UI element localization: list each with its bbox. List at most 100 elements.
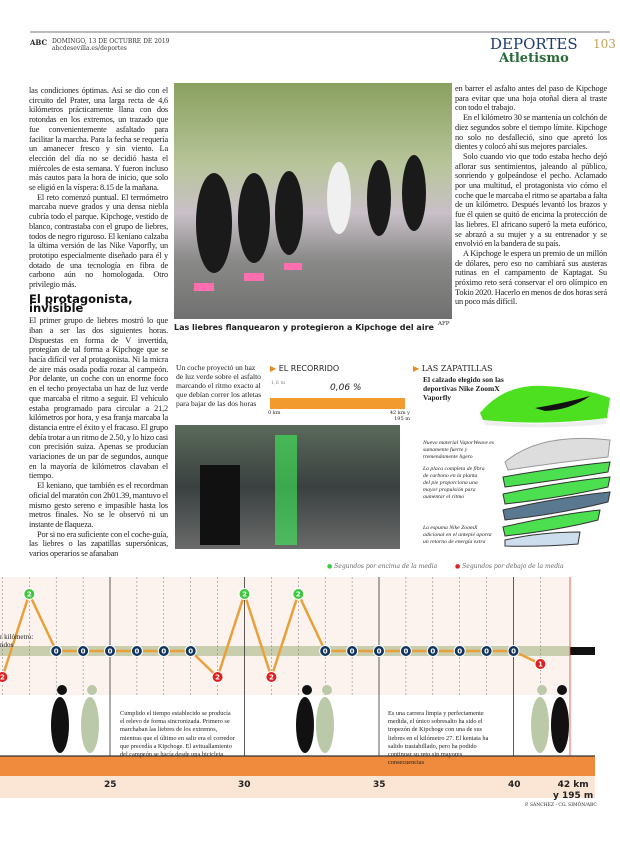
split-marker (265, 671, 278, 683)
runner-head (322, 685, 332, 695)
split-value: 2 (0, 674, 5, 682)
split-marker (373, 645, 385, 657)
runner-head (557, 685, 567, 695)
split-value: 0 (161, 648, 166, 656)
paragraph: El reto comenzó puntual. El termómetro m… (29, 192, 168, 290)
split-value: 0 (108, 648, 113, 656)
motorbike (200, 465, 240, 545)
km-tick: 30 (238, 780, 251, 790)
runner-silhouette (551, 697, 569, 753)
url[interactable]: abcdesevilla.es/deportes (52, 45, 127, 52)
runner-silhouette (316, 697, 334, 753)
subsection-title: Atletismo (499, 51, 569, 66)
split-marker (480, 645, 493, 657)
split-value: 2 (269, 674, 274, 682)
split-value: 2 (215, 674, 220, 682)
route-end: 42 km y 195 m (389, 410, 410, 422)
left-label-line: r kilómetro: (0, 633, 34, 641)
split-marker (292, 588, 305, 600)
finish-bar (570, 647, 595, 655)
main-photo (174, 83, 452, 319)
paragraph: Por si no era suficiente con el coche-gu… (29, 529, 168, 559)
km-tick: 25 (104, 780, 117, 790)
road-shade (0, 776, 595, 798)
legend-below-text: Segundos por debajo de la media (462, 563, 564, 570)
route-title: ▶ EL RECORRIDO (270, 364, 339, 373)
splits-chart: 2 2 0 0 0 0 0 0 2 2 2 2 0 0 0 0 0 0 0 0 1 (0, 577, 595, 798)
finish-line1: 42 km (557, 780, 589, 790)
split-marker (104, 645, 116, 657)
km-tick: 40 (508, 780, 521, 790)
photo-caption: Las liebres flanquearon y protegieron a … (174, 323, 434, 332)
shoe-note: La placa completa de fibra de carbono en… (423, 466, 485, 500)
red-marker-icon: ● (455, 563, 461, 570)
shoes-title: ▶ LAS ZAPATILLAS (413, 364, 493, 373)
chart-note: Cumplido el tiempo establecido se produc… (120, 710, 235, 759)
chart-note: Es una carrera limpia y perfectamente me… (388, 710, 489, 767)
subhead: El protagonista, invisible (29, 291, 133, 316)
runner-head (57, 685, 67, 695)
runner-head (537, 685, 547, 695)
split-value: 0 (377, 648, 382, 656)
brand: ABC (30, 38, 48, 47)
split-value: 0 (323, 648, 328, 656)
right-column: en barrer el asfalto antes del paso de K… (455, 84, 607, 307)
green-light-beam (275, 435, 297, 545)
car-text: Un coche proyectó un haz de luz verde so… (176, 363, 262, 408)
green-marker-icon: ● (327, 563, 333, 570)
split-marker (211, 671, 224, 683)
shoe-layers-diagram (500, 432, 615, 547)
split-value: 2 (27, 591, 32, 599)
split-value: 0 (81, 648, 86, 656)
split-value: 0 (54, 648, 59, 656)
shoes-title-text: LAS ZAPATILLAS (421, 364, 493, 373)
runner-head (87, 685, 97, 695)
shoes-subtitle: El calzado elegido son las deportivas Ni… (423, 375, 504, 402)
split-marker (238, 588, 251, 600)
section-title: DEPORTES (490, 35, 578, 53)
runner-silhouette (51, 697, 69, 753)
shoe-note: Nuevo material VaporWeave es sumamente f… (423, 440, 495, 460)
split-marker (507, 645, 520, 657)
header-rule (30, 31, 610, 33)
finish-label: 42 km y 195 m (553, 780, 593, 802)
paragraph: Solo cuando vio que todo estaba hecho de… (455, 151, 607, 249)
split-marker (399, 645, 412, 657)
split-marker (453, 645, 466, 657)
split-value: 0 (430, 648, 435, 656)
runners-illustration (194, 155, 426, 291)
split-marker (77, 645, 90, 657)
km-tick: 35 (373, 780, 386, 790)
target-band (0, 646, 570, 656)
legend-above: ● Segundos por encima de la media (327, 563, 437, 570)
split-value: 0 (511, 648, 516, 656)
runner-head (302, 685, 312, 695)
runner-silhouette (296, 697, 314, 753)
split-marker (346, 645, 359, 657)
split-value: 1 (538, 661, 543, 669)
photo-credit: AFP (438, 321, 450, 327)
page-number: 103 (593, 37, 616, 51)
runner-silhouette (531, 697, 549, 753)
split-value: 0 (188, 648, 193, 656)
split-marker (157, 645, 170, 657)
shoe-image (475, 378, 615, 428)
arrow-icon: ▶ (270, 364, 277, 373)
paragraph: A Kipchoge le espera un premio de un mil… (455, 248, 607, 307)
finish-line2: y 195 m (553, 791, 594, 801)
split-marker (23, 588, 36, 600)
split-marker (50, 645, 63, 657)
shoe-note: La espuma Nike ZoomX adicional en el ant… (423, 525, 492, 545)
split-value: 2 (242, 591, 247, 599)
split-marker (319, 645, 332, 657)
route-start: 0 km (268, 410, 281, 416)
route-title-text: EL RECORRIDO (278, 364, 340, 373)
legend-below: ● Segundos por debajo de la media (455, 563, 564, 570)
runner-silhouette (81, 697, 99, 753)
paragraph: El primer grupo de liebres mostró lo que… (29, 316, 168, 481)
paragraph: En el kilómetro 30 se mantenía un colchó… (455, 113, 607, 152)
split-value: 2 (296, 591, 301, 599)
car-photo (175, 425, 400, 549)
left-column: las condiciones óptimas. Así se dio con … (29, 86, 168, 559)
date: DOMINGO, 13 DE OCTUBRE DE 2019 (52, 38, 170, 45)
